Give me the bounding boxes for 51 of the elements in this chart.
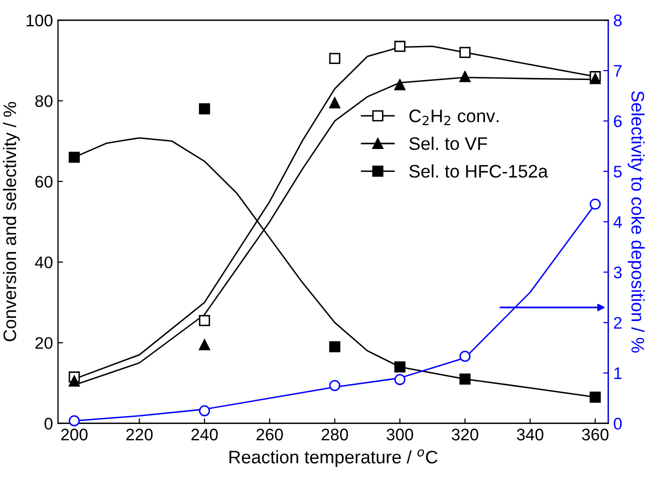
point	[459, 71, 471, 82]
y-tick-label: 60	[35, 176, 52, 188]
point	[329, 380, 340, 392]
y-axis-title: Conversion and selectivity / %	[2, 102, 20, 342]
y-tick-label: 20	[35, 337, 52, 349]
y2-tick-label: 7	[614, 65, 622, 77]
x-tick-label: 240	[191, 428, 218, 440]
y2-tick-label: 2	[614, 316, 622, 329]
y2-tick-label: 1	[614, 368, 622, 379]
y2-tick-label: 3	[614, 266, 622, 278]
legend-label: Sel. to VF	[409, 136, 488, 150]
point	[68, 375, 80, 387]
point	[329, 341, 340, 352]
point	[329, 97, 340, 108]
point	[459, 46, 471, 58]
point	[198, 405, 210, 416]
legend-label: C$_{2}$H$_{2}$ conv.	[409, 110, 499, 126]
point	[198, 103, 210, 114]
point	[459, 373, 471, 385]
x-tick-label: 320	[452, 428, 478, 440]
point	[590, 198, 601, 210]
y2-tick-label: 4	[614, 216, 622, 228]
point	[394, 361, 406, 372]
point	[459, 350, 471, 362]
x-tick-label: 280	[322, 428, 348, 440]
y-tick-label: 100	[26, 14, 52, 26]
x-tick-label: 300	[386, 428, 414, 440]
point	[68, 415, 80, 426]
x-tick-label: 340	[516, 428, 544, 440]
y-tick-label: 40	[34, 256, 52, 268]
point	[329, 52, 340, 64]
point	[394, 40, 406, 52]
x-tick-label: 260	[256, 428, 283, 440]
x-tick-label: 200	[61, 428, 88, 440]
point	[198, 339, 210, 350]
y-tick-label: 0	[44, 418, 52, 430]
legend-label: Sel. to HFC-152a	[409, 164, 548, 178]
x-axis-title: Reaction temperature / $^{o}$C	[230, 449, 438, 468]
point	[394, 79, 406, 90]
y-tick-label: 80	[35, 95, 52, 108]
point	[68, 152, 80, 163]
point	[198, 314, 210, 326]
y2-tick-label: 5	[614, 166, 622, 178]
y2-tick-label: 6	[614, 115, 622, 128]
y2-axis-title: Selectivity to coke deposition / %	[628, 91, 645, 353]
point	[394, 374, 406, 386]
x-tick-label: 220	[126, 428, 153, 440]
y2-tick-label: 0	[614, 418, 622, 430]
x-tick-label: 360	[582, 428, 608, 440]
point	[590, 392, 601, 403]
y2-tick-label: 8	[614, 14, 622, 26]
